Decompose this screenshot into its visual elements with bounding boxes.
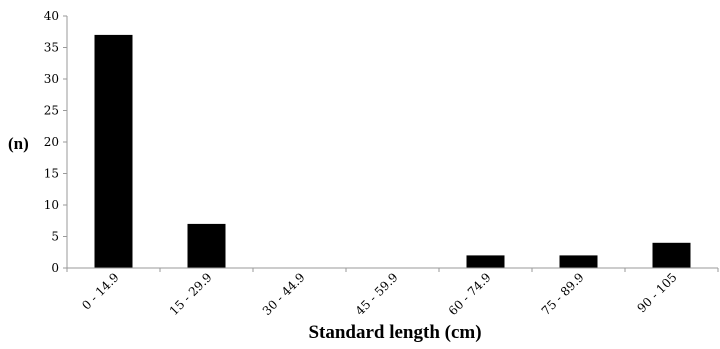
bar [94,34,133,269]
x-axis-title: Standard length (cm) [308,322,481,343]
y-tick-label: 30 [44,72,59,86]
y-tick-label: 20 [44,135,59,149]
bar [652,242,691,268]
y-axis-ticks: 0 5 10 15 20 25 30 35 40 [44,9,67,275]
x-tick-label: 90 - 105 [634,270,679,315]
y-tick-label: 15 [44,167,59,181]
y-axis-title: (n) [8,134,29,153]
x-tick-label: 30 - 44.9 [260,270,308,318]
x-tick-label: 60 - 74.9 [446,270,494,318]
y-tick-label: 5 [51,230,59,244]
y-tick-label: 10 [44,198,59,212]
x-axis-ticks: 0 - 14.9 15 - 29.9 30 - 44.9 45 - 59.9 60 - … [66,268,719,318]
bars [94,34,691,269]
x-tick-label: 75 - 89.9 [539,270,587,318]
x-tick-label: 15 - 29.9 [167,270,215,318]
x-tick-label: 0 - 14.9 [79,270,121,312]
bar [187,223,226,268]
x-tick-label: 45 - 59.9 [353,270,401,318]
y-tick-label: 25 [44,104,59,118]
y-tick-label: 40 [44,9,59,23]
y-tick-label: 0 [51,261,59,275]
bar [466,255,505,268]
y-tick-label: 35 [44,41,59,55]
bar [559,255,598,268]
